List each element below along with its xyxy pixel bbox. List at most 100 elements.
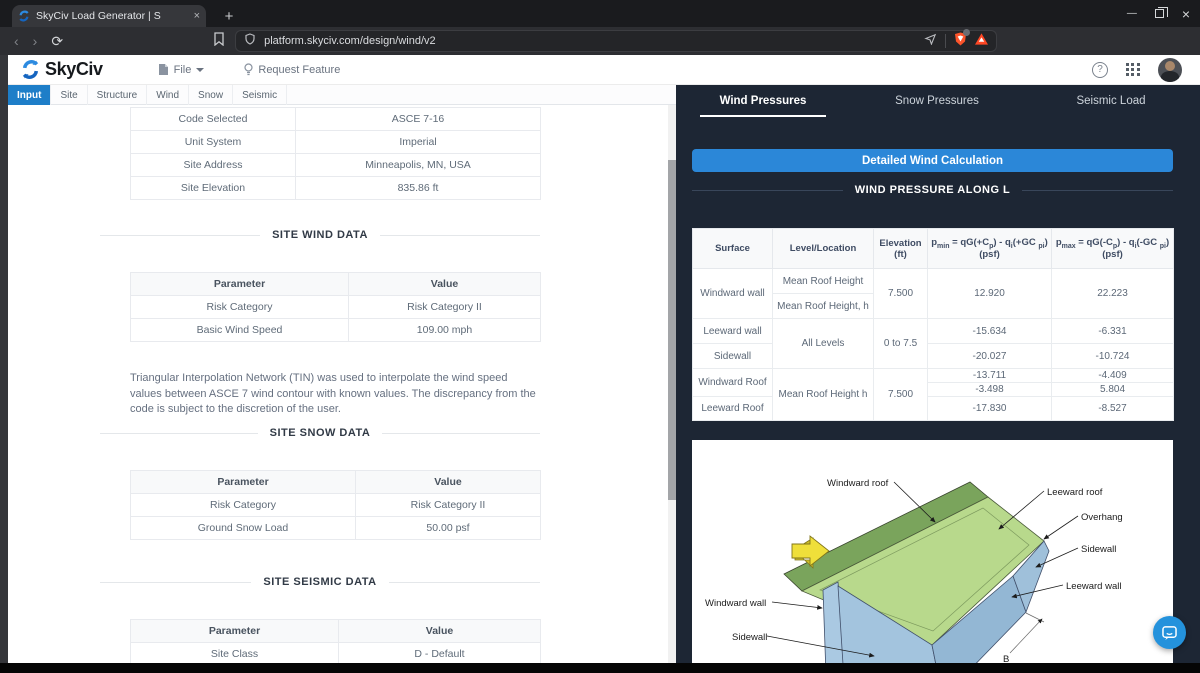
wind-arrow-icon <box>791 535 830 567</box>
wind-pressure-along-l-heading: WIND PRESSURE ALONG L <box>692 184 1174 196</box>
new-tab-button[interactable]: + <box>224 7 234 25</box>
bookmark-icon[interactable] <box>213 31 225 51</box>
chat-button[interactable] <box>1153 616 1186 649</box>
table-row: Sidewall -20.027 -10.724 <box>692 343 1174 369</box>
report-page: Code Selected ASCE 7-16 Unit System Imperi… <box>8 105 668 663</box>
table-row: Leeward wall All Levels 0 to 7.5 -15.634… <box>692 318 1174 369</box>
sidewall-surface <box>837 585 937 663</box>
dimension-b-label: B <box>1003 654 1009 663</box>
brand-name: SkyCiv <box>45 59 103 79</box>
chevron-down-icon <box>196 67 205 72</box>
dimension-line-b <box>1009 618 1043 654</box>
skyciv-logo-icon <box>22 59 39 80</box>
brave-shield-icon[interactable] <box>954 28 971 51</box>
col-pmax-formula: pmax = qG(-Cp) - qi(-GC pi) (psf) <box>1051 228 1174 269</box>
cell: Ground Snow Load <box>130 516 356 540</box>
tab-close-icon[interactable]: × <box>193 10 200 22</box>
window-minimize-button[interactable]: — <box>1126 8 1137 19</box>
tab-input[interactable]: Input <box>8 85 52 105</box>
cell: -17.830 <box>927 396 1052 421</box>
tab-wind[interactable]: Wind <box>147 85 190 105</box>
cell: Risk Category II <box>348 295 541 319</box>
help-button[interactable]: ? <box>1092 61 1108 78</box>
cell: Site Elevation <box>130 176 296 200</box>
browser-addressbar: ‹ › ⟳ platform.skyciv.com/design/wind/v2 <box>0 27 1200 75</box>
sidewall-right-label: Sidewall <box>1081 544 1116 555</box>
cell: -10.724 <box>1051 343 1174 369</box>
col-header: Value <box>348 272 541 296</box>
leeward-wall-surface <box>931 575 1027 663</box>
user-avatar[interactable] <box>1158 57 1182 82</box>
leader-line <box>998 490 1045 530</box>
skyciv-logo[interactable]: SkyCiv <box>20 59 103 80</box>
cell: Sidewall <box>692 343 773 369</box>
cell: Risk Category <box>130 493 356 517</box>
browser-tab-title: SkyCiv Load Generator | S <box>36 10 161 22</box>
windward-roof-label: Windward roof <box>827 478 889 489</box>
tab-seismic-load[interactable]: Seismic Load <box>1076 95 1146 107</box>
leeward-roof-label: Leeward roof <box>1047 487 1103 498</box>
window-close-button[interactable]: × <box>1181 5 1190 22</box>
cell: -6.331 <box>1051 318 1174 344</box>
cell: Leeward Roof <box>692 396 773 421</box>
table-row: -3.498 5.804 <box>693 382 1174 397</box>
cell: -3.498 <box>927 382 1052 397</box>
browser-titlebar: SkyCiv Load Generator | S × + — × <box>0 0 1200 27</box>
site-seismic-data-heading: SITE SEISMIC DATA <box>100 576 540 588</box>
url-text[interactable]: platform.skyciv.com/design/wind/v2 <box>264 35 436 47</box>
chat-icon <box>1162 625 1177 640</box>
site-wind-data-heading: SITE WIND DATA <box>100 229 540 241</box>
dimension-line <box>1025 612 1045 623</box>
url-bar[interactable]: platform.skyciv.com/design/wind/v2 <box>235 28 998 52</box>
col-header: Parameter <box>130 470 356 494</box>
scrollbar-thumb[interactable] <box>668 160 676 500</box>
col-header: Parameter <box>130 619 339 643</box>
cell: ASCE 7-16 <box>295 107 541 131</box>
leader-line <box>1043 515 1079 540</box>
report-scrollbar[interactable] <box>668 105 676 663</box>
detailed-wind-calculation-button[interactable]: Detailed Wind Calculation <box>692 149 1173 172</box>
tab-seismic[interactable]: Seismic <box>233 85 288 105</box>
tab-snow[interactable]: Snow <box>189 85 234 105</box>
browser-tab[interactable]: SkyCiv Load Generator | S × <box>12 5 206 27</box>
cell: 7.500 <box>873 368 928 421</box>
cell: -15.634 <box>927 318 1052 344</box>
roof-overhang-outline <box>819 507 1030 632</box>
tab-wind-pressures[interactable]: Wind Pressures <box>676 95 850 117</box>
lightbulb-icon <box>244 63 253 76</box>
tab-structure[interactable]: Structure <box>88 85 148 105</box>
app-nav-tabs: Input Site Structure Wind Snow Seismic <box>8 85 676 105</box>
col-header: Value <box>355 470 541 494</box>
cell: Windward Roof <box>692 368 773 397</box>
file-icon <box>158 64 168 75</box>
request-feature-button[interactable]: Request Feature <box>244 63 340 76</box>
cell: 0 to 7.5 <box>873 318 928 369</box>
cell: Minneapolis, MN, USA <box>295 153 541 177</box>
col-header: Value <box>338 619 541 643</box>
windward-wall-label: Windward wall <box>705 598 766 609</box>
file-menu[interactable]: File <box>158 63 205 76</box>
table-row: Leeward Roof -17.830 -8.527 <box>692 396 1174 421</box>
cell: Mean Roof Height <box>772 268 874 294</box>
leader-line <box>771 601 823 610</box>
divider <box>945 34 947 48</box>
site-settings-icon[interactable] <box>244 32 256 50</box>
forward-button[interactable]: › <box>32 33 38 49</box>
site-seismic-table: Parameter Value Site Class D - Default <box>130 619 541 663</box>
apps-grid-icon[interactable] <box>1126 62 1140 77</box>
back-button[interactable]: ‹ <box>14 33 19 49</box>
tab-snow-pressures[interactable]: Snow Pressures <box>895 95 979 107</box>
app-header: SkyCiv File Request Feature ? <box>8 55 1200 85</box>
bat-rewards-icon[interactable] <box>975 32 989 50</box>
window-restore-button[interactable] <box>1154 7 1168 18</box>
cell: Site Class <box>130 642 339 663</box>
col-level-location: Level/Location <box>772 228 874 269</box>
site-snow-data-heading: SITE SNOW DATA <box>100 427 541 439</box>
leader-line <box>766 635 875 658</box>
cell: All Levels <box>772 318 874 369</box>
cell: Risk Category <box>130 295 349 319</box>
share-icon[interactable] <box>924 32 937 50</box>
tab-site[interactable]: Site <box>51 85 88 105</box>
cell: Code Selected <box>130 107 296 131</box>
reload-button[interactable]: ⟳ <box>51 32 64 49</box>
